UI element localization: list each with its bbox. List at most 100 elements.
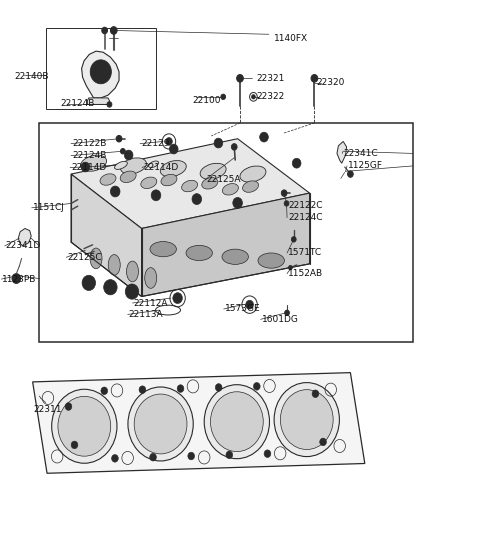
Circle shape [204, 385, 269, 459]
Text: 1140FX: 1140FX [274, 34, 308, 42]
Circle shape [71, 441, 78, 449]
Ellipse shape [222, 183, 239, 195]
Circle shape [52, 390, 117, 463]
Text: 1152AB: 1152AB [288, 269, 323, 278]
Ellipse shape [141, 177, 157, 189]
Text: 22322: 22322 [257, 92, 285, 101]
Circle shape [102, 27, 108, 34]
Text: 1601DG: 1601DG [262, 316, 299, 324]
Circle shape [65, 403, 72, 410]
Circle shape [81, 162, 90, 172]
Circle shape [285, 310, 289, 316]
Circle shape [82, 275, 96, 290]
Ellipse shape [127, 261, 139, 282]
Circle shape [125, 284, 139, 299]
Circle shape [166, 138, 172, 145]
Text: 22100: 22100 [192, 96, 220, 104]
Circle shape [124, 150, 133, 160]
Text: 22311: 22311 [34, 405, 62, 413]
Circle shape [292, 158, 301, 168]
Ellipse shape [120, 171, 136, 183]
Text: 22320: 22320 [317, 78, 345, 87]
Text: 22122C: 22122C [288, 201, 323, 210]
Circle shape [177, 385, 184, 392]
Circle shape [95, 65, 107, 78]
Circle shape [111, 455, 118, 462]
Ellipse shape [258, 253, 284, 268]
Circle shape [173, 293, 182, 304]
Circle shape [274, 382, 339, 456]
Polygon shape [71, 174, 142, 296]
Text: 1573GE: 1573GE [225, 305, 260, 313]
Ellipse shape [200, 163, 226, 180]
Circle shape [120, 149, 125, 154]
Polygon shape [71, 139, 310, 228]
Text: 22129: 22129 [142, 139, 170, 148]
Circle shape [210, 392, 263, 452]
Circle shape [320, 438, 326, 446]
Text: 22122B: 22122B [72, 139, 107, 148]
Text: 22124C: 22124C [288, 213, 323, 222]
Circle shape [226, 451, 233, 459]
Text: 22124B: 22124B [60, 99, 95, 108]
Text: 1151CJ: 1151CJ [33, 203, 64, 212]
Text: 22112A: 22112A [133, 299, 168, 307]
Circle shape [12, 274, 21, 283]
Circle shape [221, 94, 226, 100]
Circle shape [246, 300, 253, 309]
Ellipse shape [120, 158, 146, 174]
Text: 22114D: 22114D [143, 163, 178, 172]
Circle shape [260, 132, 268, 142]
Circle shape [150, 453, 156, 461]
Circle shape [288, 265, 292, 270]
Circle shape [237, 75, 243, 82]
Text: 22114D: 22114D [71, 163, 106, 172]
Bar [46, 28, 156, 109]
Circle shape [110, 186, 120, 197]
Polygon shape [18, 228, 31, 246]
Ellipse shape [81, 155, 107, 171]
Circle shape [281, 190, 287, 196]
Circle shape [116, 135, 122, 142]
Ellipse shape [100, 174, 116, 186]
Circle shape [233, 197, 242, 208]
Text: 1123PB: 1123PB [2, 275, 37, 283]
Text: 22125A: 22125A [206, 175, 241, 184]
Circle shape [311, 75, 318, 82]
Ellipse shape [108, 255, 120, 275]
Ellipse shape [242, 181, 259, 193]
Ellipse shape [222, 249, 249, 264]
Circle shape [104, 280, 117, 295]
Ellipse shape [90, 248, 102, 269]
Polygon shape [33, 373, 365, 473]
Polygon shape [337, 141, 347, 163]
Circle shape [231, 144, 237, 150]
Polygon shape [87, 98, 109, 104]
Polygon shape [142, 193, 310, 296]
Circle shape [284, 201, 289, 206]
Text: 22341C: 22341C [343, 149, 378, 158]
Circle shape [101, 387, 108, 394]
Ellipse shape [160, 160, 186, 177]
Ellipse shape [181, 180, 198, 192]
Circle shape [134, 394, 187, 454]
Ellipse shape [149, 161, 158, 168]
Text: 1571TC: 1571TC [288, 249, 322, 257]
Bar [39, 123, 413, 342]
Text: 22124B: 22124B [72, 151, 107, 160]
Circle shape [169, 144, 178, 154]
Circle shape [280, 390, 333, 449]
Circle shape [291, 237, 296, 242]
Circle shape [128, 387, 193, 461]
Ellipse shape [240, 166, 266, 182]
Circle shape [312, 390, 319, 398]
Text: 22113A: 22113A [129, 310, 163, 319]
Ellipse shape [186, 245, 212, 261]
Ellipse shape [150, 242, 177, 257]
Circle shape [192, 194, 202, 205]
Text: 22341D: 22341D [6, 242, 41, 250]
Circle shape [264, 450, 271, 458]
Circle shape [58, 397, 111, 456]
Text: 22125C: 22125C [67, 253, 102, 262]
Circle shape [139, 386, 146, 393]
